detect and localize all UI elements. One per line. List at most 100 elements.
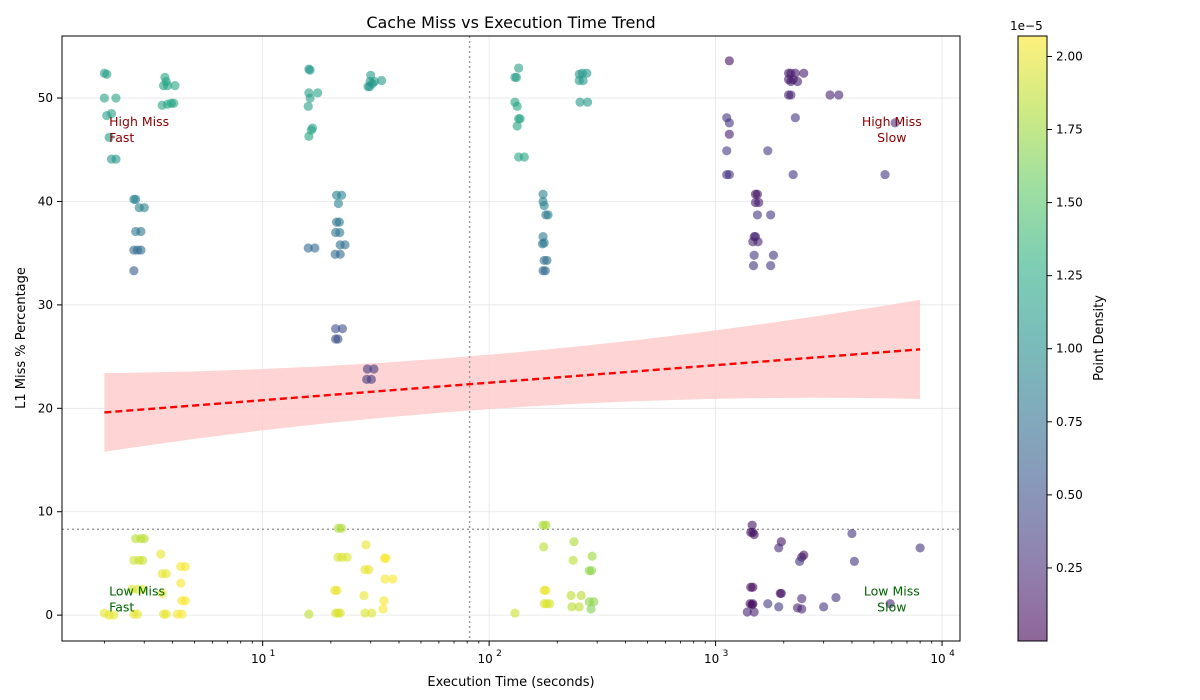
data-point: [754, 197, 764, 208]
data-point: [380, 574, 390, 584]
plot-frame: [61, 35, 961, 642]
data-point: [722, 146, 732, 156]
data-point: [774, 602, 784, 612]
data-point: [786, 90, 796, 100]
quadrant-label-line1: High Miss: [109, 114, 169, 129]
quadrant-label-line1: Low Miss: [109, 583, 165, 598]
data-point: [305, 65, 315, 75]
data-point: [890, 118, 900, 128]
y-tick-label: 40: [38, 194, 53, 208]
data-point: [313, 88, 323, 98]
data-point: [333, 334, 343, 344]
data-point: [177, 609, 187, 619]
data-point: [797, 593, 807, 604]
y-tick-label: 20: [38, 401, 53, 415]
data-point: [129, 266, 139, 276]
data-point: [542, 255, 552, 266]
confidence-band: [104, 299, 921, 452]
data-point: [369, 364, 379, 374]
chart-title: Cache Miss vs Execution Time Trend: [366, 13, 655, 32]
data-point: [587, 551, 597, 561]
data-point: [575, 97, 585, 107]
data-point: [109, 610, 119, 620]
data-point: [180, 596, 190, 606]
data-point: [360, 608, 370, 618]
data-point: [367, 78, 377, 89]
data-point: [825, 90, 835, 100]
data-point: [161, 609, 171, 619]
data-point: [305, 93, 315, 103]
data-point: [342, 552, 352, 562]
data-point: [340, 240, 350, 250]
data-point: [333, 198, 344, 209]
data-point: [749, 529, 759, 540]
data-point: [512, 101, 522, 111]
data-point: [589, 597, 599, 607]
colorbar-tick-label: 0.50: [1056, 488, 1083, 502]
data-point: [332, 585, 342, 595]
data-point: [511, 72, 522, 82]
data-point: [510, 608, 520, 618]
quadrant-label-line1: High Miss: [862, 114, 922, 129]
data-point: [336, 523, 347, 533]
quadrant-label-line2: Slow: [877, 130, 906, 145]
data-point: [747, 600, 757, 610]
colorbar-tick-label: 1.25: [1056, 269, 1083, 283]
data-point: [540, 266, 550, 276]
data-point: [366, 374, 376, 384]
data-point: [512, 121, 522, 131]
quadrant-label-line2: Fast: [109, 130, 134, 145]
data-point: [176, 578, 186, 588]
data-point: [139, 203, 149, 213]
data-point: [102, 69, 112, 79]
data-point: [388, 574, 398, 584]
colorbar-tick-label: 0.75: [1056, 415, 1083, 429]
colorbar-tick-label: 1.75: [1056, 123, 1083, 137]
x-tick-exponent: 3: [723, 649, 729, 659]
data-point: [774, 543, 784, 553]
data-point: [379, 553, 390, 563]
data-point: [111, 93, 121, 103]
data-point: [137, 584, 148, 594]
x-tick-exponent: 1: [270, 649, 276, 659]
data-point: [335, 608, 345, 618]
data-point: [795, 556, 805, 566]
data-point: [569, 537, 579, 547]
data-point: [790, 113, 800, 123]
data-point: [515, 114, 525, 124]
data-point: [132, 609, 143, 619]
data-point: [170, 81, 180, 91]
trend-line: [104, 348, 921, 414]
x-tick-exponent: 2: [496, 649, 502, 659]
colorbar-tick-label: 0.25: [1056, 561, 1083, 575]
data-point: [724, 129, 734, 139]
data-point: [304, 131, 314, 141]
data-point: [849, 556, 859, 566]
x-tick-label: 10: [930, 652, 945, 666]
data-point: [337, 324, 348, 334]
data-point: [304, 609, 314, 619]
data-point: [586, 566, 597, 576]
data-point: [139, 534, 149, 544]
data-point: [303, 243, 313, 253]
y-tick-label: 50: [38, 91, 53, 105]
data-point: [131, 194, 141, 205]
data-point: [797, 604, 807, 614]
data-point: [749, 607, 759, 617]
data-point: [586, 604, 596, 614]
data-point: [378, 604, 388, 614]
data-point: [831, 592, 841, 603]
reference-lines: [62, 36, 960, 641]
data-point: [568, 555, 578, 565]
x-tick-label: 10: [704, 652, 719, 666]
data-point: [880, 169, 890, 180]
data-point: [763, 599, 773, 609]
data-point: [169, 98, 179, 108]
colorbar-tick-label: 2.00: [1056, 49, 1083, 63]
data-point: [749, 250, 759, 260]
data-point: [847, 528, 857, 539]
data-point: [362, 364, 372, 374]
quadrant-label-line2: Fast: [109, 599, 134, 614]
